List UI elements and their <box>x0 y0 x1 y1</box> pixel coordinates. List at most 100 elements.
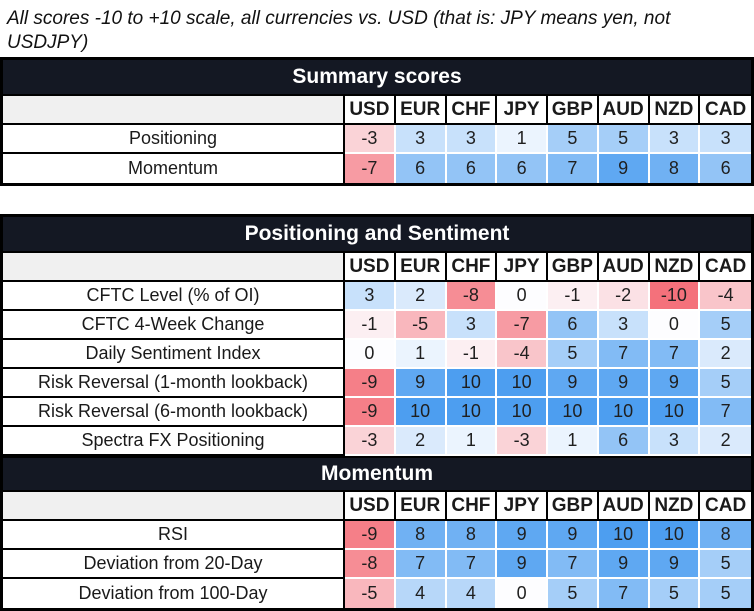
table-row: CFTC Level (% of OI) 3 2 -8 0 -1 -2 -10 -4 <box>3 282 751 311</box>
corner-cell <box>3 96 345 125</box>
data-cell-usd: -9 <box>345 369 396 398</box>
col-header-eur: EUR <box>395 96 447 125</box>
data-cell-eur: 7 <box>395 550 447 579</box>
score-tables: Summary scores USD EUR CHF JPY GBP AUD NZD CAD Po… <box>0 57 754 611</box>
data-cell-aud: 7 <box>598 579 650 608</box>
table-row: Spectra FX Positioning -3 2 1 -3 1 6 3 2 <box>3 427 751 456</box>
data-cell-chf: 1 <box>446 427 498 456</box>
row-label: Positioning <box>3 125 345 154</box>
data-cell-jpy: 10 <box>497 369 548 398</box>
data-cell-chf: 3 <box>446 311 498 340</box>
row-label: Risk Reversal (6-month lookback) <box>3 398 345 427</box>
table-row: RSI -9 8 8 9 9 10 10 8 <box>3 521 751 550</box>
data-cell-cad: 5 <box>700 579 751 608</box>
data-cell-usd: -3 <box>345 125 396 154</box>
data-cell-aud: -2 <box>598 282 650 311</box>
data-cell-usd: -7 <box>345 154 396 183</box>
data-cell-jpy: 6 <box>497 154 548 183</box>
data-cell-aud: 5 <box>598 125 650 154</box>
col-header-cad: CAD <box>700 492 751 521</box>
data-cell-jpy: 0 <box>497 282 548 311</box>
data-cell-nzd: 3 <box>649 427 701 456</box>
col-header-jpy: JPY <box>497 96 548 125</box>
data-cell-nzd: 10 <box>649 521 701 550</box>
col-header-eur: EUR <box>395 492 447 521</box>
data-cell-aud: 9 <box>598 154 650 183</box>
data-cell-eur: 3 <box>395 125 447 154</box>
data-cell-usd: 3 <box>345 282 396 311</box>
row-label: Deviation from 100-Day <box>3 579 345 608</box>
data-cell-jpy: 9 <box>497 521 548 550</box>
data-cell-eur: -5 <box>395 311 447 340</box>
data-cell-usd: -5 <box>345 579 396 608</box>
data-cell-aud: 6 <box>598 427 650 456</box>
column-header-row: USD EUR CHF JPY GBP AUD NZD CAD <box>3 253 751 282</box>
row-label: RSI <box>3 521 345 550</box>
data-cell-usd: -9 <box>345 521 396 550</box>
col-header-usd: USD <box>345 492 396 521</box>
data-cell-eur: 2 <box>395 282 447 311</box>
data-cell-chf: 4 <box>446 579 498 608</box>
data-cell-eur: 4 <box>395 579 447 608</box>
col-header-cad: CAD <box>700 96 751 125</box>
data-cell-aud: 9 <box>598 369 650 398</box>
table-row: Daily Sentiment Index 0 1 -1 -4 5 7 7 2 <box>3 340 751 369</box>
data-cell-aud: 3 <box>598 311 650 340</box>
data-cell-gbp: 5 <box>548 340 599 369</box>
row-label: Risk Reversal (1-month lookback) <box>3 369 345 398</box>
data-cell-eur: 8 <box>395 521 447 550</box>
col-header-gbp: GBP <box>548 253 599 282</box>
col-header-usd: USD <box>345 96 396 125</box>
col-header-eur: EUR <box>395 253 447 282</box>
col-header-nzd: NZD <box>649 253 701 282</box>
data-cell-gbp: 7 <box>548 550 599 579</box>
data-cell-gbp: 1 <box>548 427 599 456</box>
col-header-chf: CHF <box>446 253 498 282</box>
col-header-cad: CAD <box>700 253 751 282</box>
row-label: Deviation from 20-Day <box>3 550 345 579</box>
data-cell-gbp: 6 <box>548 311 599 340</box>
data-cell-nzd: 0 <box>649 311 701 340</box>
data-cell-cad: 7 <box>700 398 751 427</box>
data-cell-gbp: 10 <box>548 398 599 427</box>
data-cell-chf: 3 <box>446 125 498 154</box>
data-cell-cad: 5 <box>700 311 751 340</box>
table-row: Risk Reversal (6-month lookback) -9 10 10 10… <box>3 398 751 427</box>
page-title: All scores -10 to +10 scale, all currenc… <box>7 8 671 53</box>
data-cell-chf: 8 <box>446 521 498 550</box>
col-header-aud: AUD <box>598 253 650 282</box>
data-cell-chf: -1 <box>446 340 498 369</box>
col-header-chf: CHF <box>446 96 498 125</box>
col-header-jpy: JPY <box>497 492 548 521</box>
data-cell-eur: 9 <box>395 369 447 398</box>
data-cell-gbp: 9 <box>548 369 599 398</box>
data-cell-nzd: 7 <box>649 340 701 369</box>
data-cell-eur: 1 <box>395 340 447 369</box>
data-cell-nzd: 9 <box>649 369 701 398</box>
section-header: Summary scores <box>3 60 751 96</box>
col-header-aud: AUD <box>598 96 650 125</box>
data-cell-usd: -9 <box>345 398 396 427</box>
column-header-row: USD EUR CHF JPY GBP AUD NZD CAD <box>3 96 751 125</box>
row-label: Spectra FX Positioning <box>3 427 345 456</box>
data-cell-cad: 6 <box>700 154 751 183</box>
data-cell-nzd: -10 <box>649 282 701 311</box>
data-cell-eur: 6 <box>395 154 447 183</box>
data-cell-nzd: 3 <box>649 125 701 154</box>
corner-cell <box>3 253 345 282</box>
data-cell-nzd: 10 <box>649 398 701 427</box>
data-cell-cad: 8 <box>700 521 751 550</box>
data-cell-usd: -8 <box>345 550 396 579</box>
data-cell-aud: 10 <box>598 521 650 550</box>
data-cell-cad: 2 <box>700 340 751 369</box>
column-header-row: USD EUR CHF JPY GBP AUD NZD CAD <box>3 492 751 521</box>
data-cell-usd: -1 <box>345 311 396 340</box>
data-cell-jpy: -7 <box>497 311 548 340</box>
data-cell-eur: 2 <box>395 427 447 456</box>
data-cell-jpy: -4 <box>497 340 548 369</box>
section-header: Momentum <box>3 456 751 492</box>
table-row: Deviation from 20-Day -8 7 7 9 7 9 9 5 <box>3 550 751 579</box>
row-label: CFTC Level (% of OI) <box>3 282 345 311</box>
data-cell-aud: 10 <box>598 398 650 427</box>
data-cell-cad: 3 <box>700 125 751 154</box>
